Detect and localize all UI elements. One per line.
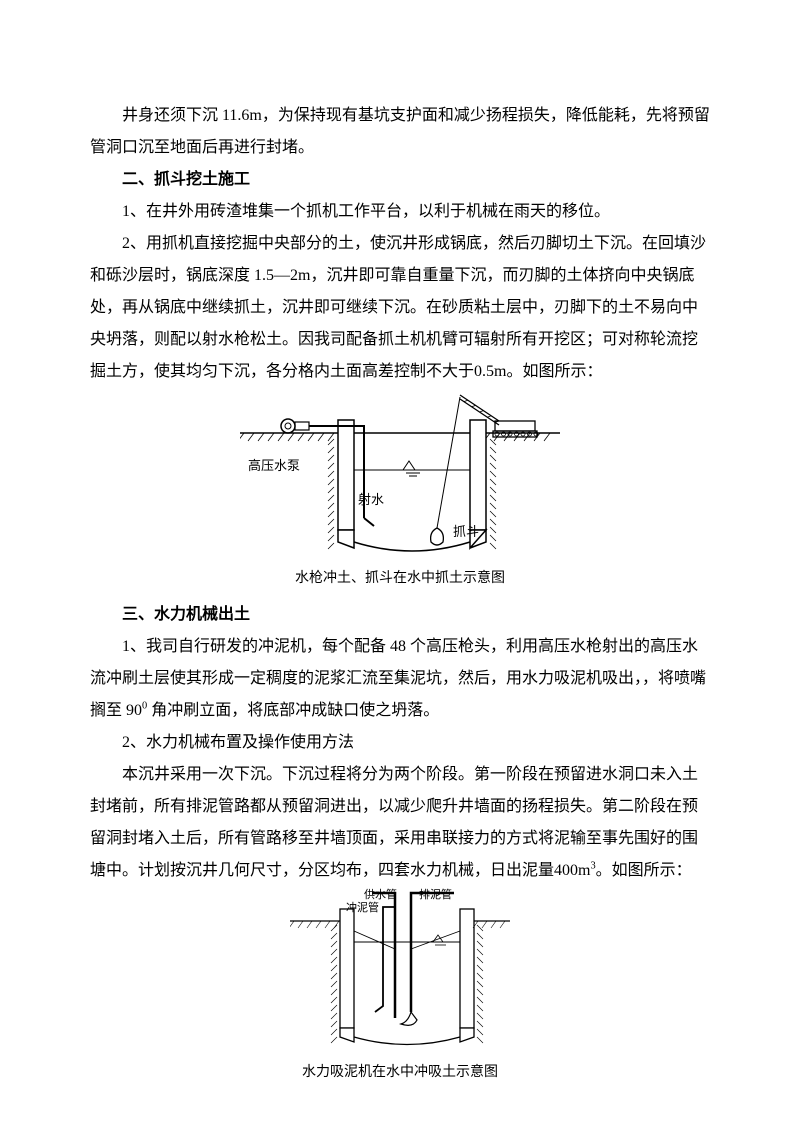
paragraph-2-2: 2、用抓机直接挖掘中央部分的土，使沉井形成锅底，然后刃脚切土下沉。在回填沙和砾沙…: [90, 228, 710, 388]
svg-text:射水: 射水: [358, 492, 384, 507]
figure-2-caption: 水力吸泥机在水中冲吸土示意图: [90, 1059, 710, 1087]
heading-section-2: 二、抓斗挖土施工: [90, 164, 710, 196]
para-3-3-text-b: 。如图所示：: [596, 862, 692, 879]
svg-text:排泥管: 排泥管: [419, 887, 452, 901]
paragraph-3-1: 1、我司自行研发的冲泥机，每个配备 48 个高压枪头，利用高压水枪射出的高压水流…: [90, 631, 710, 727]
para-3-1-text-b: 角冲刷立面，将底部冲成缺口使之坍落。: [147, 702, 439, 719]
heading-section-3: 三、水力机械出土: [90, 599, 710, 631]
diagram-grab-bucket: 高压水泵射水抓斗: [240, 388, 560, 563]
paragraph-3-2: 2、水力机械布置及操作使用方法: [90, 727, 710, 759]
svg-text:供水管: 供水管: [364, 887, 397, 901]
diagram-hydraulic-suction: 供水管 排泥管冲泥管: [290, 887, 510, 1057]
svg-text:抓斗: 抓斗: [453, 524, 479, 539]
paragraph-intro: 井身还须下沉 11.6m，为保持现有基坑支护面和减少扬程损失，降低能耗，先将预留…: [90, 100, 710, 164]
paragraph-2-1: 1、在井外用砖渣堆集一个抓机工作平台，以利于机械在雨天的移位。: [90, 196, 710, 228]
figure-1-caption: 水枪冲土、抓斗在水中抓土示意图: [90, 565, 710, 593]
paragraph-3-3: 本沉井采用一次下沉。下沉过程将分为两个阶段。第一阶段在预留进水洞口未入土封堵前，…: [90, 759, 710, 887]
document-page: 井身还须下沉 11.6m，为保持现有基坑支护面和减少扬程损失，降低能耗，先将预留…: [0, 0, 800, 1133]
svg-text:高压水泵: 高压水泵: [248, 458, 300, 473]
svg-text:冲泥管: 冲泥管: [346, 900, 379, 914]
